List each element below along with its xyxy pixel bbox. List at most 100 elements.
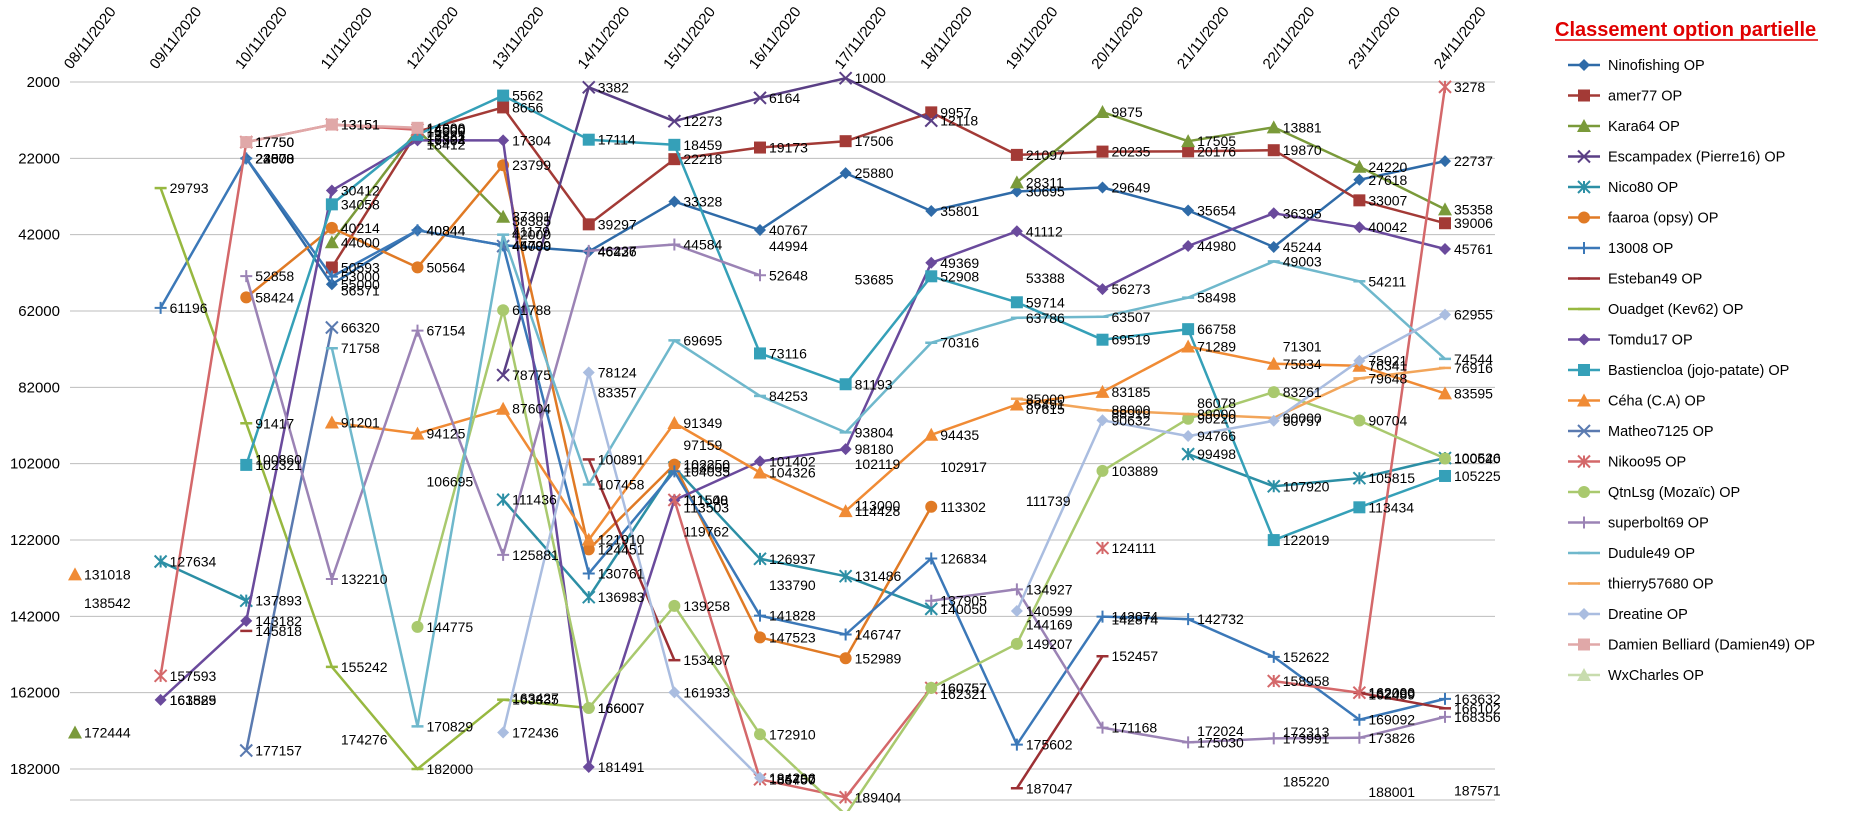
series-line bbox=[1016, 366, 1446, 420]
data-point-marker bbox=[1182, 736, 1195, 749]
data-label: 14000 bbox=[427, 120, 466, 136]
data-point-marker bbox=[1096, 721, 1109, 734]
data-point-marker bbox=[325, 118, 338, 131]
data-label: 104326 bbox=[769, 465, 816, 481]
data-label: 49003 bbox=[1283, 253, 1322, 269]
data-label: 187047 bbox=[1026, 780, 1073, 796]
data-label: 59714 bbox=[1026, 294, 1065, 310]
data-label: 33328 bbox=[683, 194, 722, 210]
data-label: 162066 bbox=[1368, 685, 1415, 701]
data-label: 27618 bbox=[1368, 172, 1407, 188]
data-label: 173991 bbox=[1283, 730, 1330, 746]
data-label: 162321 bbox=[940, 686, 987, 702]
data-label: 94435 bbox=[940, 427, 979, 443]
data-point-marker bbox=[240, 152, 253, 165]
data-label: 168356 bbox=[1454, 709, 1501, 725]
data-point-marker bbox=[1182, 613, 1195, 626]
data-point-marker bbox=[1010, 296, 1023, 309]
y-tick-label: 42000 bbox=[18, 227, 60, 244]
data-label: 3278 bbox=[1454, 79, 1485, 95]
data-label: 160757 bbox=[940, 680, 987, 696]
data-point-marker bbox=[839, 628, 852, 641]
data-point-marker bbox=[582, 567, 595, 580]
data-point-marker bbox=[1010, 185, 1023, 198]
data-point-marker bbox=[582, 80, 596, 94]
data-label: 25880 bbox=[855, 165, 894, 181]
data-point-marker bbox=[1353, 194, 1366, 207]
data-point-marker bbox=[582, 133, 595, 146]
data-label: 23799 bbox=[512, 157, 551, 173]
data-point-marker bbox=[1578, 59, 1590, 71]
data-label: 12273 bbox=[683, 113, 722, 129]
data-point-marker bbox=[1096, 333, 1109, 346]
data-label: 62955 bbox=[1454, 307, 1493, 323]
data-label: 147523 bbox=[769, 629, 816, 645]
data-point-marker bbox=[754, 728, 766, 741]
data-label: 61196 bbox=[170, 300, 208, 316]
data-label: 58498 bbox=[1197, 290, 1236, 306]
data-point-marker bbox=[1438, 386, 1452, 400]
data-point-marker bbox=[1182, 430, 1195, 443]
data-point-marker bbox=[1353, 713, 1366, 726]
data-label: 56571 bbox=[341, 282, 380, 298]
data-label: 103000 bbox=[683, 459, 730, 475]
data-point-marker bbox=[1439, 308, 1451, 321]
data-label: 17750 bbox=[255, 134, 294, 150]
data-label: 111500 bbox=[683, 492, 728, 508]
data-label: 71301 bbox=[1283, 338, 1322, 354]
data-point-marker bbox=[1181, 134, 1196, 148]
data-label: 22737 bbox=[1454, 153, 1493, 169]
data-label: 39297 bbox=[598, 216, 637, 232]
data-label: 132210 bbox=[341, 571, 388, 587]
data-label: 90704 bbox=[1368, 413, 1407, 429]
data-label: 24220 bbox=[1368, 159, 1407, 175]
data-label: 171168 bbox=[1112, 720, 1158, 736]
y-tick-label: 82000 bbox=[18, 379, 60, 396]
data-point-marker bbox=[1577, 119, 1591, 132]
data-label: 143182 bbox=[255, 613, 302, 629]
data-label: 78775 bbox=[512, 367, 551, 383]
series-line bbox=[159, 157, 1446, 746]
series-line bbox=[501, 313, 1446, 779]
data-label: 84253 bbox=[769, 388, 808, 404]
data-label: 85000 bbox=[1026, 391, 1065, 407]
data-point-marker bbox=[1266, 356, 1281, 370]
data-label: 17750 bbox=[255, 134, 294, 150]
data-point-marker bbox=[324, 235, 339, 249]
data-point-marker bbox=[1095, 384, 1110, 398]
data-label: 61788 bbox=[512, 302, 551, 318]
data-point-marker bbox=[838, 569, 853, 583]
data-label: 140050 bbox=[940, 601, 987, 617]
data-point-marker bbox=[839, 167, 852, 180]
data-label: 174276 bbox=[341, 732, 388, 748]
data-label: 20235 bbox=[1112, 144, 1151, 160]
data-label: 113503 bbox=[683, 500, 729, 516]
data-label: 94125 bbox=[427, 426, 466, 442]
legend-label: Tomdu17 OP bbox=[1608, 333, 1693, 349]
data-point-marker bbox=[497, 101, 510, 114]
data-point-marker bbox=[1353, 501, 1366, 514]
data-point-marker bbox=[1182, 145, 1195, 158]
x-tick-label: 10/11/2020 bbox=[232, 4, 291, 73]
data-label: 14500 bbox=[427, 122, 466, 138]
data-label: 87604 bbox=[512, 401, 551, 417]
data-point-marker bbox=[1578, 638, 1590, 651]
data-point-marker bbox=[1267, 241, 1280, 254]
data-point-marker bbox=[240, 136, 253, 149]
data-label: 181491 bbox=[598, 759, 645, 775]
data-point-marker bbox=[325, 320, 339, 335]
data-label: 155242 bbox=[341, 659, 388, 675]
x-tick-label: 24/11/2020 bbox=[1431, 4, 1490, 73]
legend-label: faaroa (opsy) OP bbox=[1608, 211, 1718, 227]
data-point-marker bbox=[753, 91, 767, 105]
data-point-marker bbox=[582, 218, 595, 231]
data-label: 78124 bbox=[598, 365, 637, 381]
data-label: 24873 bbox=[255, 150, 294, 166]
data-label: 142732 bbox=[1197, 611, 1244, 627]
data-label: 86078 bbox=[1197, 395, 1236, 411]
data-point-marker bbox=[240, 291, 253, 304]
data-label: 46237 bbox=[598, 243, 637, 259]
data-label: 189404 bbox=[855, 789, 902, 805]
series-line bbox=[587, 458, 1446, 789]
